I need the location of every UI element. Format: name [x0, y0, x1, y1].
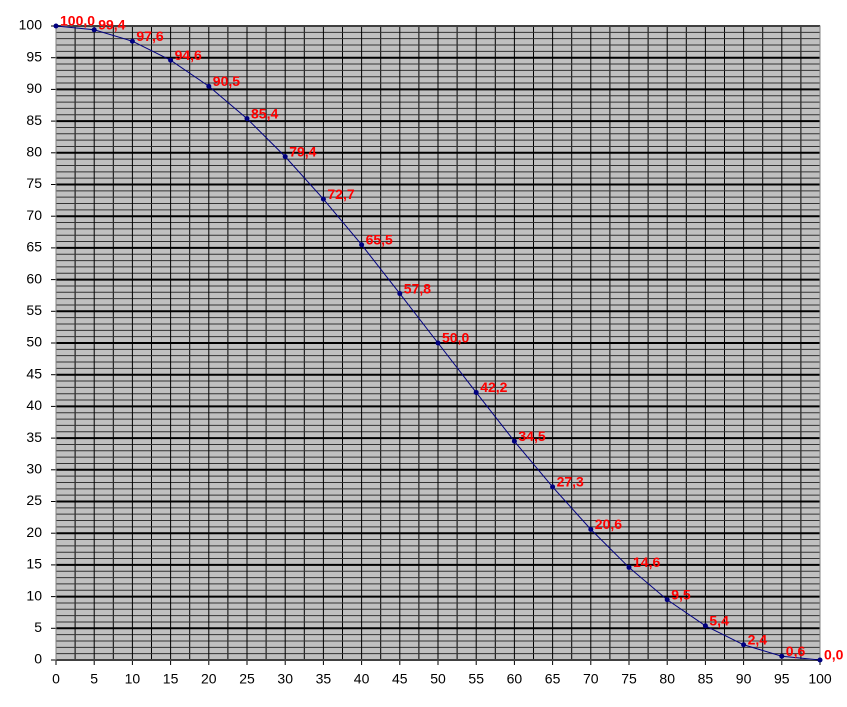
data-label: 90,5 [213, 73, 240, 89]
plot-border [55, 25, 821, 661]
x-tick-label: 65 [545, 671, 561, 687]
y-tick-label: 95 [26, 48, 42, 64]
data-label: 94,6 [175, 47, 202, 63]
data-point [626, 564, 632, 570]
x-tick-label: 20 [201, 671, 217, 687]
x-tick-label: 90 [736, 671, 752, 687]
x-tick-label: 95 [774, 671, 790, 687]
y-tick-label: 100 [19, 17, 43, 33]
data-point [320, 196, 326, 202]
y-tick-label: 30 [26, 461, 42, 477]
y-tick-label: 55 [26, 302, 42, 318]
data-label: 50,0 [442, 330, 469, 346]
x-tick-label: 60 [507, 671, 523, 687]
y-tick-label: 35 [26, 429, 42, 445]
data-point [129, 38, 135, 44]
data-label: 85,4 [251, 105, 278, 121]
y-tick-label: 85 [26, 112, 42, 128]
data-point [550, 484, 556, 490]
x-tick-label: 80 [659, 671, 675, 687]
x-tick-label: 35 [316, 671, 332, 687]
x-tick-label: 45 [392, 671, 408, 687]
y-tick-label: 15 [26, 556, 42, 572]
y-tick-label: 20 [26, 524, 42, 540]
data-point [282, 154, 288, 160]
x-tick-label: 40 [354, 671, 370, 687]
x-tick-label: 100 [808, 671, 832, 687]
data-label: 42,2 [480, 379, 507, 395]
data-point [588, 526, 594, 532]
data-point [741, 642, 747, 648]
data-point [53, 23, 59, 29]
data-point [244, 116, 250, 122]
y-tick-label: 10 [26, 587, 42, 603]
data-label: 0,0 [824, 647, 844, 663]
data-label: 20,6 [595, 516, 622, 532]
x-tick-label: 30 [277, 671, 293, 687]
data-point [779, 653, 785, 659]
data-label: 9,5 [671, 586, 691, 602]
x-tick-label: 70 [583, 671, 599, 687]
x-tick-label: 50 [430, 671, 446, 687]
x-tick-label: 25 [239, 671, 255, 687]
data-label: 57,8 [404, 280, 431, 296]
data-point [511, 438, 517, 444]
data-label: 2,4 [748, 631, 768, 647]
data-point [435, 340, 441, 346]
y-tick-label: 70 [26, 207, 42, 223]
data-label: 99,4 [98, 17, 125, 33]
y-tick-label: 5 [34, 619, 42, 635]
data-point [702, 623, 708, 629]
x-tick-label: 75 [621, 671, 637, 687]
y-tick-label: 40 [26, 397, 42, 413]
data-point [359, 242, 365, 248]
data-label: 14,6 [633, 554, 660, 570]
data-point [473, 389, 479, 395]
data-point [664, 597, 670, 603]
data-label: 100,0 [60, 13, 95, 29]
x-tick-label: 0 [52, 671, 60, 687]
y-tick-label: 25 [26, 492, 42, 508]
x-tick-label: 5 [90, 671, 98, 687]
y-tick-label: 45 [26, 365, 42, 381]
data-label: 5,4 [709, 612, 729, 628]
data-point [168, 57, 174, 63]
data-point [91, 27, 97, 33]
x-tick-label: 10 [125, 671, 141, 687]
data-point [206, 83, 212, 89]
x-tick-label: 15 [163, 671, 179, 687]
y-tick-label: 0 [34, 651, 42, 667]
data-label: 72,7 [327, 186, 354, 202]
data-label: 65,5 [366, 231, 393, 247]
y-tick-label: 65 [26, 239, 42, 255]
y-tick-label: 75 [26, 175, 42, 191]
y-tick-label: 80 [26, 144, 42, 160]
y-tick-label: 50 [26, 334, 42, 350]
data-label: 97,6 [136, 28, 163, 44]
data-point [817, 657, 823, 663]
data-label: 34,5 [518, 428, 545, 444]
data-point [397, 291, 403, 297]
data-label: 0,6 [786, 643, 806, 659]
x-tick-label: 85 [698, 671, 714, 687]
y-tick-label: 90 [26, 80, 42, 96]
data-label: 79,4 [289, 143, 316, 159]
y-tick-label: 60 [26, 270, 42, 286]
x-tick-label: 55 [468, 671, 484, 687]
data-label: 27,3 [557, 474, 584, 490]
